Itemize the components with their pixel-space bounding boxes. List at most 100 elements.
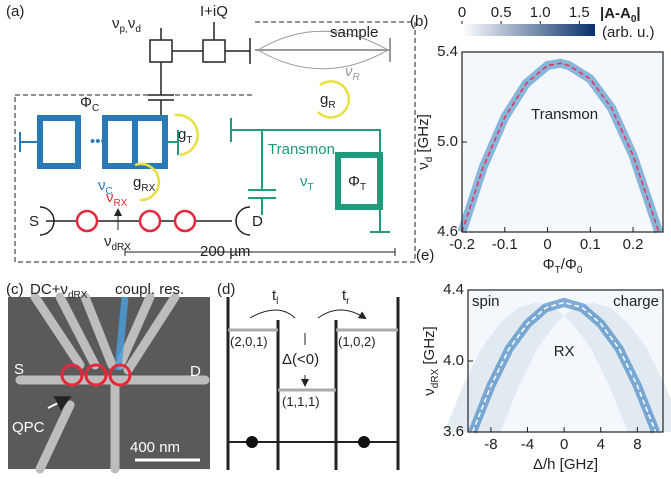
label: S (29, 213, 39, 230)
figure: ••• (a)νp,νdI+iQsampleνRΦCνCgTgRgRXTrans… (0, 0, 671, 479)
label: νT (300, 173, 314, 193)
label: 400 nm (130, 439, 180, 456)
text-part: DC+ν (30, 281, 68, 298)
label: D (190, 363, 201, 380)
text-part: ν (112, 15, 120, 32)
text-part: (c) (6, 281, 24, 298)
text-part: 200 µm (200, 243, 250, 260)
label: S (14, 361, 24, 378)
text-part: ν (415, 162, 432, 170)
text-part: ν (421, 388, 438, 396)
x-tick-label: -4 (521, 436, 534, 453)
label: ΦC (80, 94, 99, 114)
x-tick-label: -8 (484, 436, 497, 453)
colorbar (462, 24, 595, 36)
label: Transmon (531, 106, 598, 123)
label: tl (272, 287, 278, 307)
label: Transmon (268, 141, 335, 158)
colorbar-tick-label: 0.5 (491, 4, 512, 21)
label: νdRX [GHz] (421, 326, 441, 395)
subscript: p, (120, 24, 128, 35)
label: D (252, 213, 263, 230)
text-part: (1,0,2) (338, 334, 376, 349)
y-tick-label: 4.4 (443, 281, 464, 298)
text-part: Δ/h [GHz] (533, 456, 598, 473)
y-tick-label: 5.0 (437, 133, 458, 150)
subscript: dRX (68, 290, 88, 301)
label: gR (320, 91, 336, 111)
subscript: C (92, 103, 99, 114)
text-part: ν (128, 15, 136, 32)
electron (246, 436, 258, 448)
subscript: l (276, 296, 278, 307)
label: (2,0,1) (230, 334, 268, 349)
text-part: ν (104, 233, 112, 250)
label: νd [GHz] (415, 114, 435, 170)
label: gT (178, 126, 192, 146)
text-part: spin (472, 293, 500, 310)
y-tick-label: 3.6 (443, 423, 464, 440)
text-part: [GHz] (421, 326, 438, 369)
label: νp,νd (112, 15, 141, 35)
text-part: | (636, 5, 640, 22)
subscript: d (135, 24, 141, 35)
label: spin (472, 293, 500, 310)
text-part: (arb. u.) (602, 24, 655, 41)
text-part: (a) (6, 3, 24, 20)
dots: ••• (90, 133, 106, 150)
label: gRX (133, 174, 156, 194)
label: tr (342, 287, 350, 307)
text-part: QPC (12, 419, 45, 436)
subscript: R (328, 100, 335, 111)
wires (148, 22, 250, 115)
text-part: Δ(<0) (282, 351, 319, 368)
circulator (150, 40, 172, 62)
x-tick-label: 0.1 (580, 236, 601, 253)
tunnel-arrows (250, 310, 365, 318)
text-part: Φ (348, 173, 360, 190)
x-tick-label: -0.1 (492, 236, 518, 253)
text-part: (1,1,1) (282, 394, 320, 409)
circulator (203, 40, 225, 62)
text-part: g (133, 174, 141, 191)
text-part: (e) (416, 247, 434, 264)
label: 200 µm (200, 243, 250, 260)
label: Δ(<0) (282, 351, 319, 368)
x-tick-label: 0 (543, 236, 551, 253)
colorbar-tick-label: 1.5 (569, 4, 590, 21)
text-part: D (252, 213, 263, 230)
label: |A-A0| (600, 5, 641, 25)
subscript: 0 (577, 265, 583, 276)
subscript: dRX (112, 242, 132, 253)
subscript: dRX (430, 368, 441, 388)
label: (a) (6, 3, 24, 20)
subscript: R (353, 72, 360, 83)
label: ΦT/Φ0 (543, 256, 583, 276)
text-part: RX (554, 343, 575, 360)
x-tick-label: 4 (597, 436, 605, 453)
subscript: T (186, 135, 192, 146)
y-tick-label: 4.0 (443, 352, 464, 369)
label: (b) (410, 13, 428, 30)
label: I+iQ (200, 3, 228, 20)
text-part: 400 nm (130, 439, 180, 456)
text-part: charge (613, 293, 659, 310)
label: νR (345, 63, 360, 83)
y-tick-label: 4.6 (437, 223, 458, 240)
text-part: sample (330, 24, 378, 41)
text-part: g (320, 91, 328, 108)
electron (358, 436, 370, 448)
y-tick-label: 5.4 (437, 43, 458, 60)
text-part: /Φ (561, 256, 577, 273)
scale-bar (125, 248, 395, 256)
label: (d) (217, 281, 235, 298)
text-part: (d) (217, 281, 235, 298)
colorbar-tick-label: 1.0 (530, 4, 551, 21)
text-part: coupl. res. (115, 281, 184, 298)
x-tick-label: 8 (633, 436, 641, 453)
label: RX (554, 343, 575, 360)
label: QPC (12, 419, 45, 436)
colorbar-tick-label: 0 (458, 4, 466, 21)
x-tick-label: 0.2 (623, 236, 644, 253)
text-part: S (14, 361, 24, 378)
